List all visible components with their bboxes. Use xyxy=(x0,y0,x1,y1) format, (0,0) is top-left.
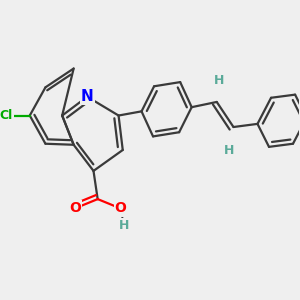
Text: O: O xyxy=(69,202,81,215)
Text: O: O xyxy=(115,202,127,215)
Text: H: H xyxy=(118,219,129,232)
Text: H: H xyxy=(214,74,224,86)
Text: H: H xyxy=(224,143,235,157)
Text: N: N xyxy=(81,89,94,104)
Text: Cl: Cl xyxy=(0,109,12,122)
